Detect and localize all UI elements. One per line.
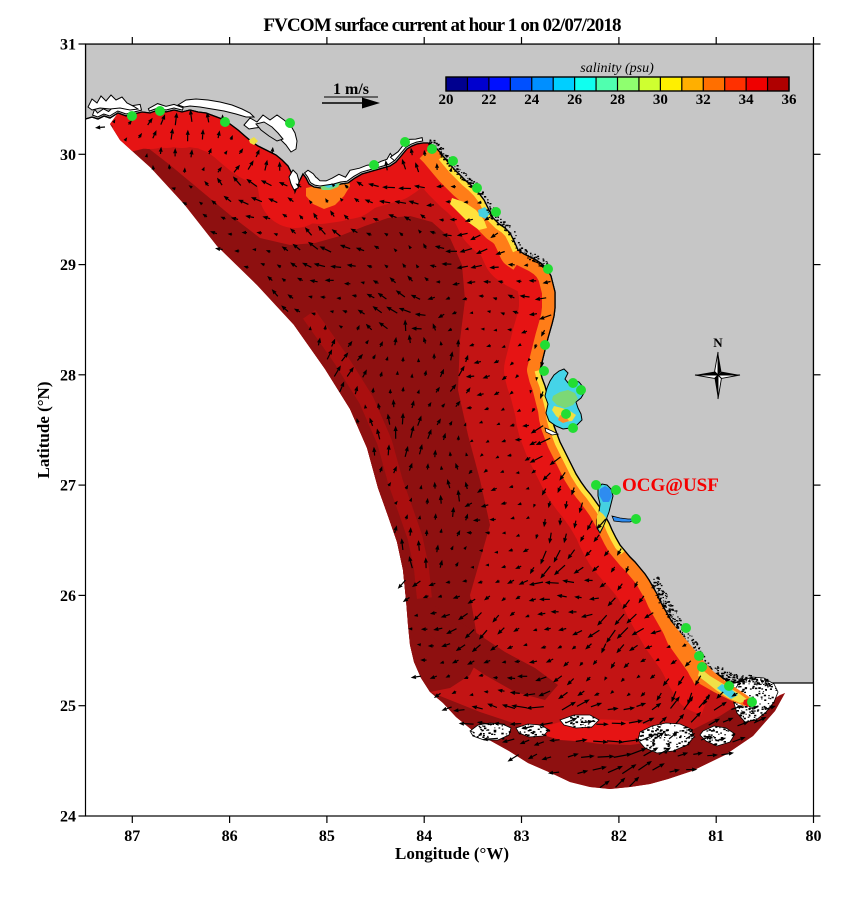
svg-text:24: 24 <box>524 92 540 108</box>
svg-text:85: 85 <box>319 828 335 845</box>
svg-text:25: 25 <box>60 698 76 715</box>
svg-text:81: 81 <box>708 828 724 845</box>
svg-text:24: 24 <box>60 809 76 826</box>
svg-text:34: 34 <box>739 92 755 108</box>
svg-text:30: 30 <box>60 147 76 164</box>
svg-text:1 m/s: 1 m/s <box>333 81 369 98</box>
svg-text:Latitude (°N): Latitude (°N) <box>34 382 53 479</box>
svg-text:OCG@USF: OCG@USF <box>622 475 719 496</box>
svg-text:22: 22 <box>481 92 496 108</box>
svg-text:28: 28 <box>60 367 76 384</box>
svg-text:86: 86 <box>222 828 238 845</box>
svg-text:32: 32 <box>696 92 711 108</box>
svg-text:29: 29 <box>60 257 76 274</box>
svg-text:31: 31 <box>60 37 76 54</box>
svg-text:FVCOM surface current at hour: FVCOM surface current at hour 1 on 02/07… <box>263 15 621 36</box>
svg-text:salinity (psu): salinity (psu) <box>580 61 654 76</box>
svg-text:30: 30 <box>653 92 668 108</box>
svg-text:80: 80 <box>806 828 822 845</box>
svg-text:26: 26 <box>567 92 583 108</box>
svg-text:20: 20 <box>439 92 454 108</box>
svg-text:26: 26 <box>60 588 76 605</box>
svg-text:27: 27 <box>60 478 76 495</box>
svg-text:36: 36 <box>782 92 798 108</box>
svg-text:82: 82 <box>611 828 627 845</box>
svg-text:Longitude (°W): Longitude (°W) <box>395 844 509 863</box>
svg-text:28: 28 <box>610 92 625 108</box>
svg-text:83: 83 <box>514 828 530 845</box>
svg-text:87: 87 <box>124 828 140 845</box>
svg-text:84: 84 <box>416 828 432 845</box>
svg-text:N: N <box>713 335 723 350</box>
